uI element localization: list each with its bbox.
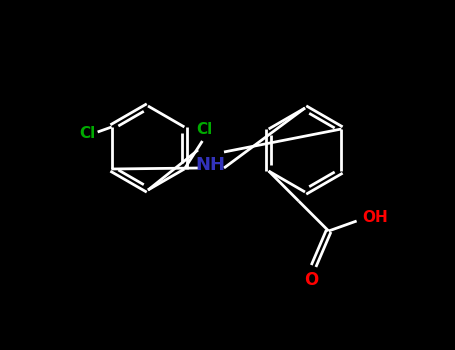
Text: Cl: Cl — [196, 122, 212, 137]
Text: O: O — [304, 271, 319, 289]
Text: NH: NH — [195, 156, 225, 174]
Text: OH: OH — [363, 210, 389, 224]
Text: Cl: Cl — [80, 126, 96, 141]
